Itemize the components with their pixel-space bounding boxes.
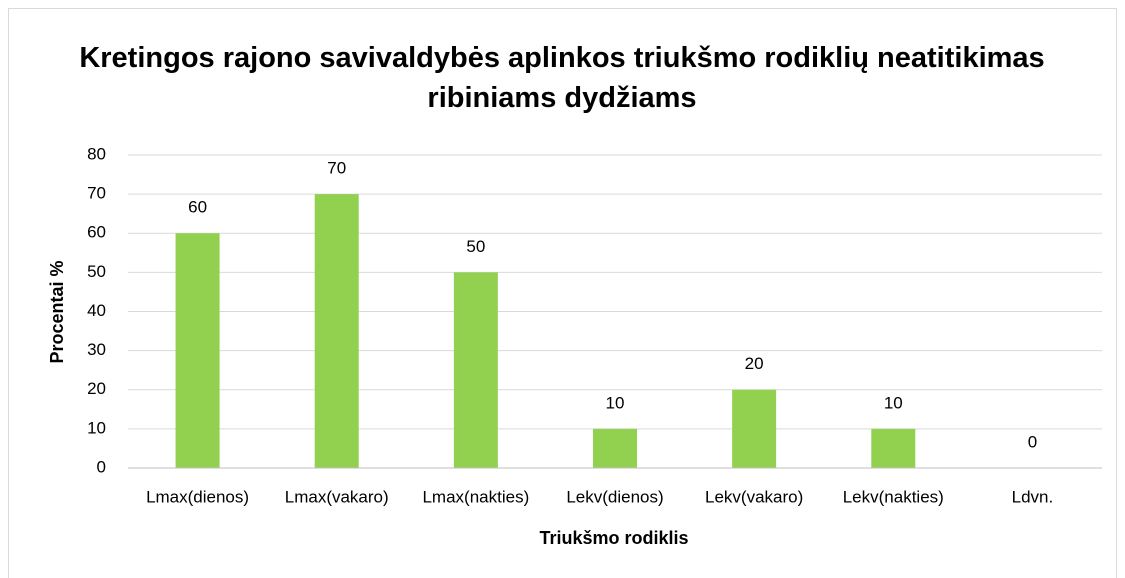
value-label: 50 <box>466 237 485 256</box>
y-axis-label: Procentai % <box>47 260 67 363</box>
chart-border <box>8 8 1117 578</box>
y-tick-label: 80 <box>87 144 106 163</box>
x-tick-label: Lekv(nakties) <box>843 487 944 506</box>
value-label: 10 <box>606 393 625 412</box>
bar <box>732 389 777 468</box>
x-axis-label: Triukšmo rodiklis <box>539 528 688 548</box>
x-tick-label: Ldvn. <box>1012 487 1054 506</box>
y-tick-label: 20 <box>87 379 106 398</box>
x-tick-label: Lekv(dienos) <box>566 487 663 506</box>
x-tick-label: Lekv(vakaro) <box>705 487 803 506</box>
y-tick-label: 70 <box>87 184 106 203</box>
value-label: 20 <box>745 354 764 373</box>
y-tick-label: 60 <box>87 223 106 242</box>
bar <box>871 428 916 468</box>
bar <box>593 428 637 468</box>
value-label: 10 <box>884 393 903 412</box>
x-tick-label: Lmax(dienos) <box>146 487 249 506</box>
value-label: 70 <box>327 159 346 178</box>
x-tick-label: Lmax(nakties) <box>422 487 529 506</box>
x-tick-label: Lmax(vakaro) <box>285 487 389 506</box>
y-tick-label: 0 <box>97 457 106 476</box>
bar <box>314 194 359 468</box>
value-label: 0 <box>1028 432 1037 451</box>
y-tick-label: 50 <box>87 262 106 281</box>
y-tick-label: 40 <box>87 301 106 320</box>
y-tick-label: 30 <box>87 340 106 359</box>
bar <box>175 233 220 468</box>
chart-title: Kretingos rajono savivaldybės aplinkos t… <box>79 42 1045 114</box>
bar <box>453 272 498 468</box>
value-label: 60 <box>188 198 207 217</box>
y-tick-label: 10 <box>87 418 106 437</box>
